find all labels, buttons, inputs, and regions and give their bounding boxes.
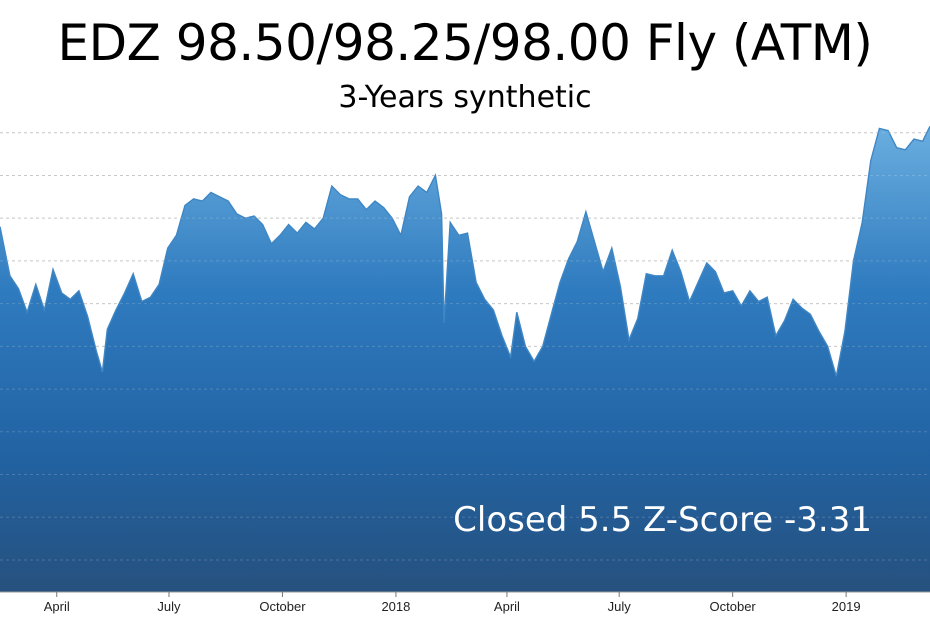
- z-score-annotation: Closed 5.5 Z-Score -3.31: [453, 500, 872, 540]
- x-axis-ticks: April July October 2018 April July October 2019: [0, 591, 930, 614]
- chart-subtitle: 3-Years synthetic: [338, 80, 592, 115]
- x-tick-label: April: [494, 599, 520, 614]
- grid-lines-overlay: [0, 132, 930, 561]
- series-area-fill: [0, 126, 930, 593]
- series-line: [0, 125, 930, 377]
- x-tick-label: July: [157, 599, 181, 614]
- x-tick-label: October: [710, 599, 757, 614]
- x-tick-label: October: [259, 599, 306, 614]
- series-area: [0, 125, 930, 593]
- x-tick-label: 2019: [832, 599, 861, 614]
- x-tick-label: 2018: [381, 599, 410, 614]
- chart-title: EDZ 98.50/98.25/98.00 Fly (ATM): [57, 14, 873, 72]
- x-tick-label: April: [44, 599, 70, 614]
- x-tick-label: July: [608, 599, 632, 614]
